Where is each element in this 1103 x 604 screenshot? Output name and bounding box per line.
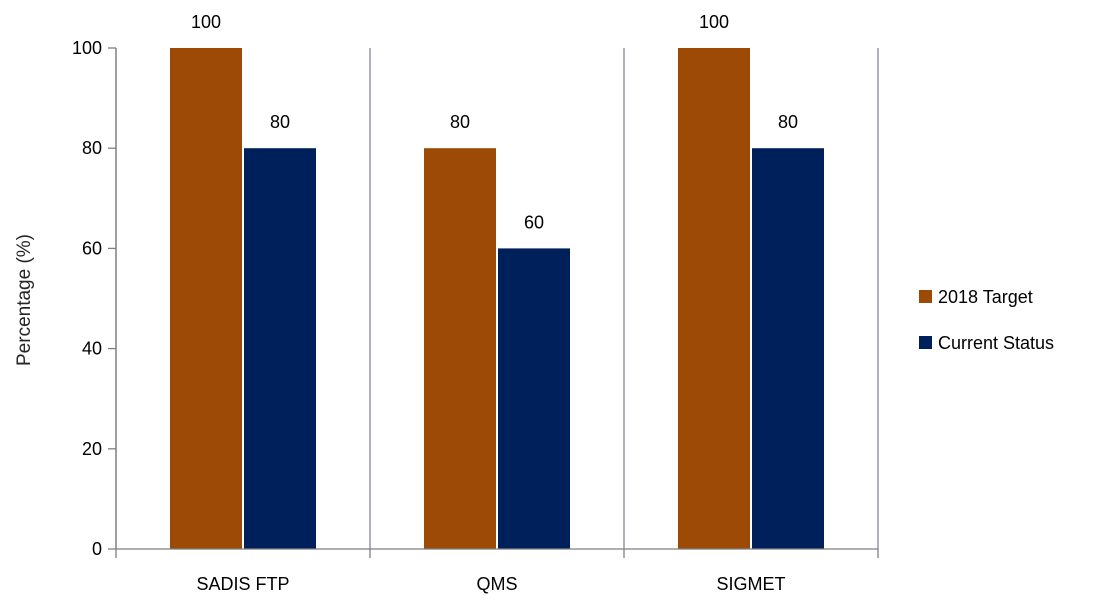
legend-label: Current Status (938, 333, 1054, 353)
x-category-label: SIGMET (716, 574, 785, 594)
labels-layer: 100 80 100 80 60 80 (191, 12, 798, 232)
bar (170, 48, 242, 549)
data-label: 100 (699, 12, 729, 32)
bar (752, 148, 824, 549)
legend-swatch (919, 336, 932, 349)
y-axis-title: Percentage (%) (14, 234, 35, 366)
y-tick-label: 40 (82, 339, 102, 359)
axes-layer: 0 20 40 60 80 100 SADIS FTP QMS SIGMET (72, 38, 879, 594)
x-category-label: SADIS FTP (196, 574, 289, 594)
x-category-label: QMS (476, 574, 517, 594)
data-label: 80 (778, 112, 798, 132)
legend: 2018 Target Current Status (919, 287, 1054, 353)
bar (424, 148, 496, 549)
data-label: 60 (524, 212, 544, 232)
legend-swatch (919, 290, 932, 303)
data-label: 100 (191, 12, 221, 32)
data-label: 80 (450, 112, 470, 132)
bar (498, 248, 570, 549)
y-tick-label: 80 (82, 138, 102, 158)
y-tick-label: 60 (82, 238, 102, 258)
bars-layer (170, 48, 824, 549)
legend-label: 2018 Target (938, 287, 1033, 307)
bar (244, 148, 316, 549)
y-tick-label: 100 (72, 38, 102, 58)
data-label: 80 (270, 112, 290, 132)
bar (678, 48, 750, 549)
y-tick-label: 20 (82, 439, 102, 459)
y-tick-label: 0 (92, 539, 102, 559)
